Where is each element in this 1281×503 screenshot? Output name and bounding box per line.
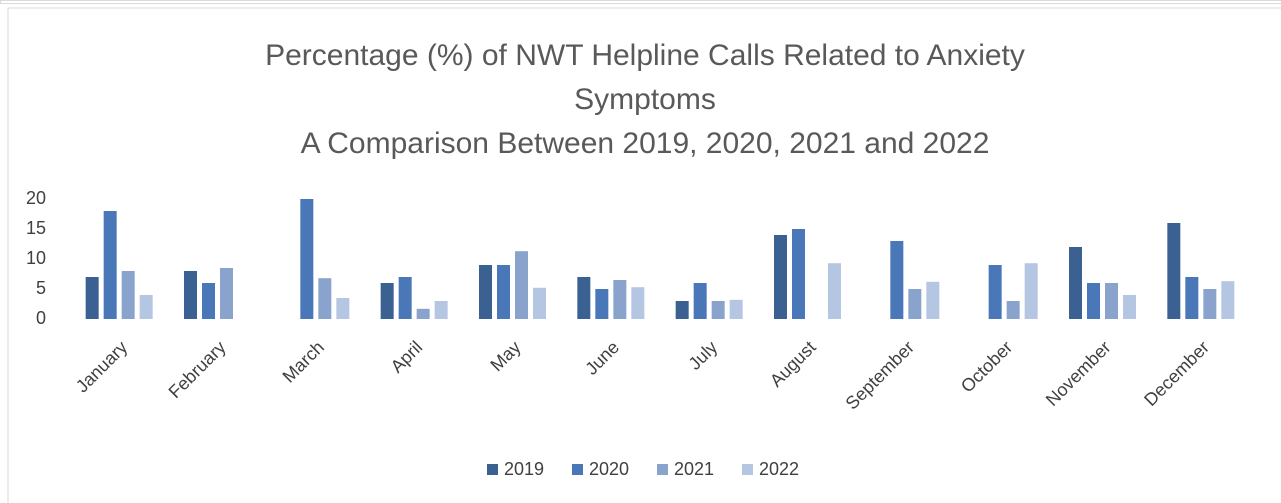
bar xyxy=(675,301,689,319)
y-tick-label: 10 xyxy=(26,248,46,268)
chart-subtitle: A Comparison Between 2019, 2020, 2021 an… xyxy=(300,127,990,160)
bar xyxy=(729,299,743,319)
x-tick-label: March xyxy=(279,337,329,387)
x-tick-label: October xyxy=(957,337,1016,396)
x-tick-label: December xyxy=(1140,337,1213,410)
bar xyxy=(1006,301,1020,319)
chart-title: Percentage (%) of NWT Helpline Calls Rel… xyxy=(265,39,1025,116)
bar xyxy=(631,287,645,319)
bar xyxy=(711,301,725,319)
y-tick-label: 20 xyxy=(26,188,46,208)
bar xyxy=(184,271,197,319)
bar xyxy=(380,283,394,319)
bar xyxy=(103,211,117,319)
bar xyxy=(1221,281,1235,319)
y-tick-label: 15 xyxy=(26,218,46,238)
bar xyxy=(416,308,430,319)
bar xyxy=(220,268,233,319)
bar xyxy=(479,265,492,319)
bar xyxy=(121,271,135,319)
bar xyxy=(202,283,215,319)
x-tick-label: June xyxy=(581,337,623,379)
title-block: Percentage (%) of NWT Helpline Calls Rel… xyxy=(195,34,1095,166)
y-tick-label: 0 xyxy=(36,308,46,328)
bar xyxy=(1167,223,1181,319)
bar xyxy=(926,281,940,319)
bar xyxy=(1123,295,1136,319)
legend-swatch xyxy=(487,464,498,475)
bar xyxy=(336,298,350,319)
bar xyxy=(1087,283,1100,319)
legend-label: 2021 xyxy=(674,459,714,479)
bar xyxy=(828,263,841,319)
top-border xyxy=(0,0,1281,4)
x-tick-label: September xyxy=(842,337,918,413)
x-tick-label: April xyxy=(387,337,427,377)
bar xyxy=(1185,277,1199,319)
bar xyxy=(595,289,609,319)
legend-swatch xyxy=(657,464,668,475)
bar xyxy=(613,280,627,319)
bar xyxy=(1203,289,1217,319)
bar xyxy=(577,277,591,319)
bar xyxy=(85,277,99,319)
bar xyxy=(1105,283,1118,319)
bar xyxy=(318,278,332,319)
bar xyxy=(497,265,510,319)
bar xyxy=(515,251,528,319)
bar xyxy=(890,241,904,319)
bar xyxy=(533,287,546,319)
y-tick-label: 5 xyxy=(36,278,46,298)
bar xyxy=(1069,247,1082,319)
bar xyxy=(792,229,805,319)
legend-swatch xyxy=(742,464,753,475)
legend-swatch xyxy=(572,464,583,475)
x-tick-label: July xyxy=(685,337,722,374)
bar xyxy=(398,277,412,319)
x-tick-label: November xyxy=(1042,337,1115,410)
bar xyxy=(139,295,153,319)
legend-label: 2020 xyxy=(589,459,629,479)
legend-label: 2022 xyxy=(759,459,799,479)
x-tick-label: January xyxy=(72,337,131,396)
x-tick-label: August xyxy=(766,337,820,391)
bar xyxy=(434,301,448,319)
bar xyxy=(300,199,314,319)
bar xyxy=(1024,263,1038,319)
x-tick-label: February xyxy=(165,337,230,402)
x-tick-label: May xyxy=(486,337,524,375)
bar xyxy=(988,265,1002,319)
legend-label: 2019 xyxy=(504,459,544,479)
bar xyxy=(693,283,707,319)
bar xyxy=(908,289,922,319)
chart-frame xyxy=(7,7,1281,503)
bar xyxy=(774,235,787,319)
